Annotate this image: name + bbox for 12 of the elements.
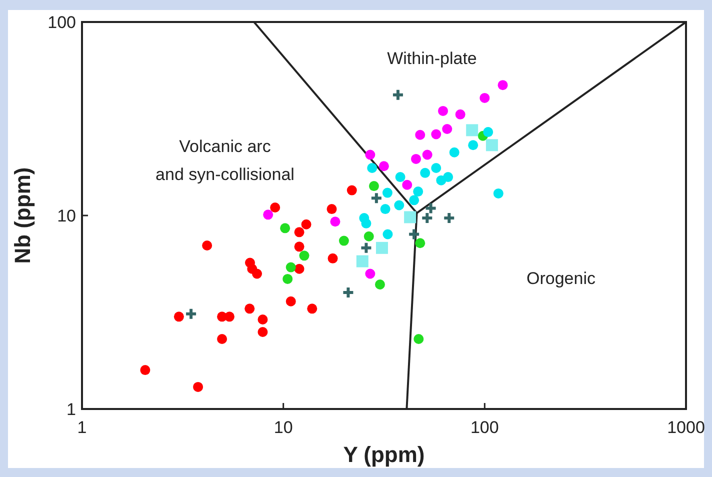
x-tick-label: 100 — [470, 418, 499, 437]
y-tick-label: 10 — [57, 206, 76, 226]
y-tick-label: 100 — [48, 12, 76, 32]
annotation: Within-plate — [387, 48, 477, 68]
x-tick-label: 10 — [274, 418, 293, 437]
y-axis-title: Nb (ppm) — [10, 167, 35, 264]
annotation: and syn-collisional — [156, 164, 294, 184]
x-tick-label: 1000 — [667, 418, 705, 437]
annotation: Volcanic arc — [179, 136, 272, 156]
y-tick-label: 1 — [66, 400, 76, 419]
annotation: Orogenic — [526, 268, 596, 288]
x-axis-title: Y (ppm) — [343, 442, 425, 467]
